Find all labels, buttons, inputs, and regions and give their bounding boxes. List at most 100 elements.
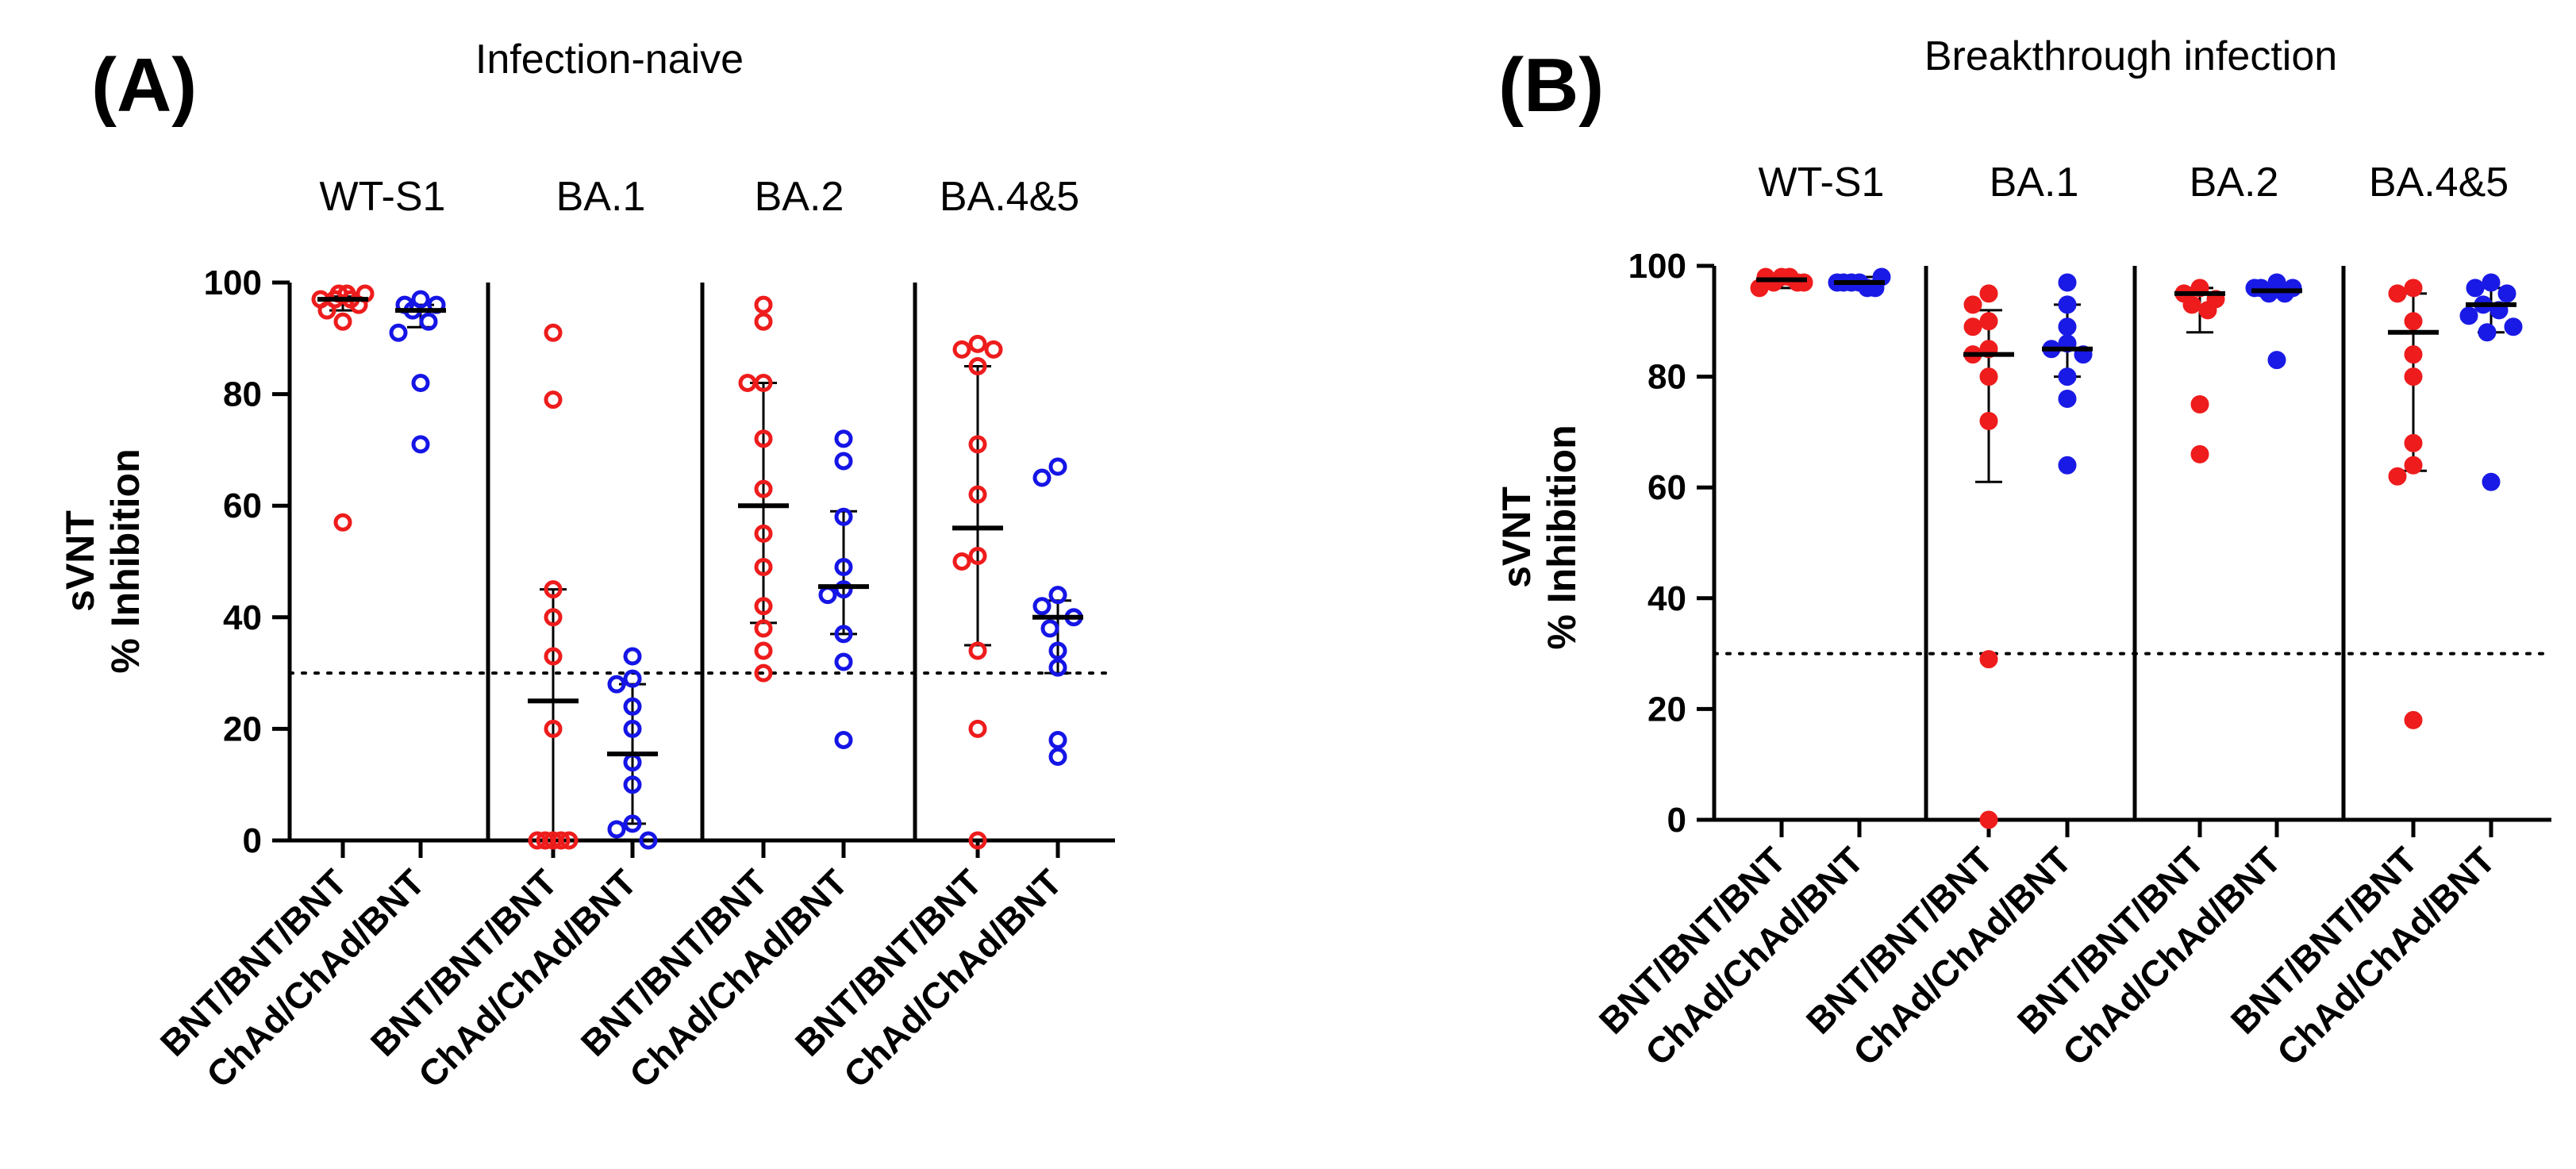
panel-b-letter: (B) [1498, 43, 1604, 128]
panel-b-ylabel-line1: sVNT [1494, 486, 1539, 588]
data-point [968, 546, 987, 565]
data-point [1979, 312, 1998, 331]
data-point [1048, 730, 1067, 749]
data-point [552, 831, 571, 850]
data-point [607, 820, 626, 839]
data-point [754, 558, 773, 577]
data-point [754, 597, 773, 616]
data-point [2058, 295, 2077, 314]
data-point [607, 675, 626, 694]
data-point [2404, 433, 2423, 452]
data-point [738, 374, 757, 393]
data-point [952, 340, 971, 359]
data-point [623, 697, 642, 716]
data-point [2404, 367, 2423, 386]
y-tick-label: 40 [1647, 579, 1686, 618]
data-point [1794, 273, 1813, 292]
data-point [1979, 367, 1998, 386]
panel-b-group-label: BA.2 [2190, 160, 2279, 206]
data-point [2058, 390, 2077, 409]
data-point [2404, 710, 2423, 729]
data-point [544, 647, 563, 666]
panel-b-group-label: BA.4&5 [2369, 160, 2509, 206]
data-point [968, 485, 987, 504]
data-point [1979, 810, 1998, 829]
data-point [2404, 345, 2423, 364]
panel-a-group-label: BA.2 [755, 174, 844, 220]
data-point [754, 663, 773, 683]
data-point [968, 356, 987, 375]
data-point [544, 390, 563, 410]
panel-b-title: Breakthrough infection [1924, 33, 2337, 79]
panel-a-group-label: WT-S1 [320, 174, 446, 220]
data-point [2466, 279, 2485, 298]
data-point [754, 295, 773, 314]
data-point [2404, 456, 2423, 475]
data-point [2058, 273, 2077, 292]
panel-a-ylabel-line2: % Inhibition [103, 448, 148, 673]
data-point [2190, 444, 2209, 463]
data-point [623, 669, 642, 688]
data-point [2482, 273, 2501, 292]
data-point [1040, 619, 1059, 638]
panel-a-letter: (A) [91, 43, 197, 128]
y-tick-label: 100 [1628, 247, 1686, 286]
data-point [419, 312, 438, 331]
data-point [2058, 367, 2077, 386]
data-point [1048, 457, 1067, 476]
data-point [2058, 456, 2077, 475]
data-point [528, 831, 547, 850]
y-tick-label: 20 [223, 709, 262, 748]
data-point [544, 608, 563, 627]
data-point [834, 507, 853, 526]
data-point [1963, 295, 1982, 314]
y-tick-label: 60 [223, 486, 262, 525]
data-point [2478, 323, 2497, 342]
data-point [1048, 641, 1067, 660]
data-point [1979, 411, 1998, 430]
data-point [834, 625, 853, 644]
data-point [559, 831, 579, 850]
data-point [2182, 295, 2201, 314]
data-point [2388, 284, 2407, 303]
data-point [639, 831, 658, 850]
data-point [544, 580, 563, 599]
data-point [1032, 597, 1052, 616]
panel-a-group-label: BA.4&5 [940, 174, 1079, 220]
panel-a-ylabel-line1: sVNT [58, 510, 102, 612]
y-tick-label: 80 [1647, 358, 1686, 397]
y-tick-label: 20 [1647, 690, 1686, 729]
data-point [1048, 658, 1067, 677]
data-point [411, 435, 430, 454]
data-point [2388, 467, 2407, 486]
data-point [834, 429, 853, 448]
y-tick-label: 0 [1667, 801, 1686, 840]
data-point [2504, 317, 2523, 336]
data-point [2404, 279, 2423, 298]
data-point [1032, 468, 1052, 487]
data-point [2198, 301, 2217, 320]
data-point [754, 619, 773, 638]
data-point [984, 340, 1003, 359]
data-point [968, 435, 987, 454]
data-point [754, 312, 773, 331]
data-point [968, 831, 987, 850]
data-point [623, 814, 642, 833]
data-point [968, 641, 987, 660]
panel-b-group-label: WT-S1 [1759, 160, 1885, 206]
y-tick-label: 40 [223, 598, 262, 637]
data-point [411, 374, 430, 393]
data-point [834, 452, 853, 471]
panel-a: (A) Infection-naive sVNT % Inhibition WT… [58, 37, 1117, 1095]
data-point [1963, 317, 1982, 336]
data-point [818, 586, 837, 605]
data-point [834, 652, 853, 671]
data-point [1979, 650, 1998, 669]
data-point [1048, 748, 1067, 767]
panel-b-ylabel-line2: % Inhibition [1540, 425, 1584, 649]
data-point [754, 429, 773, 448]
panel-a-group-label: BA.1 [556, 174, 646, 220]
data-point [754, 479, 773, 498]
data-point [952, 552, 971, 571]
